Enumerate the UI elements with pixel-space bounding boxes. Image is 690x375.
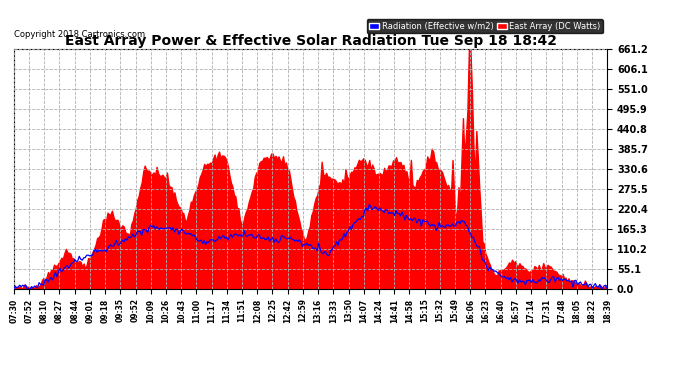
- Text: Copyright 2018 Cartronics.com: Copyright 2018 Cartronics.com: [14, 30, 145, 39]
- Title: East Array Power & Effective Solar Radiation Tue Sep 18 18:42: East Array Power & Effective Solar Radia…: [64, 34, 557, 48]
- Legend: Radiation (Effective w/m2), East Array (DC Watts): Radiation (Effective w/m2), East Array (…: [366, 20, 603, 33]
